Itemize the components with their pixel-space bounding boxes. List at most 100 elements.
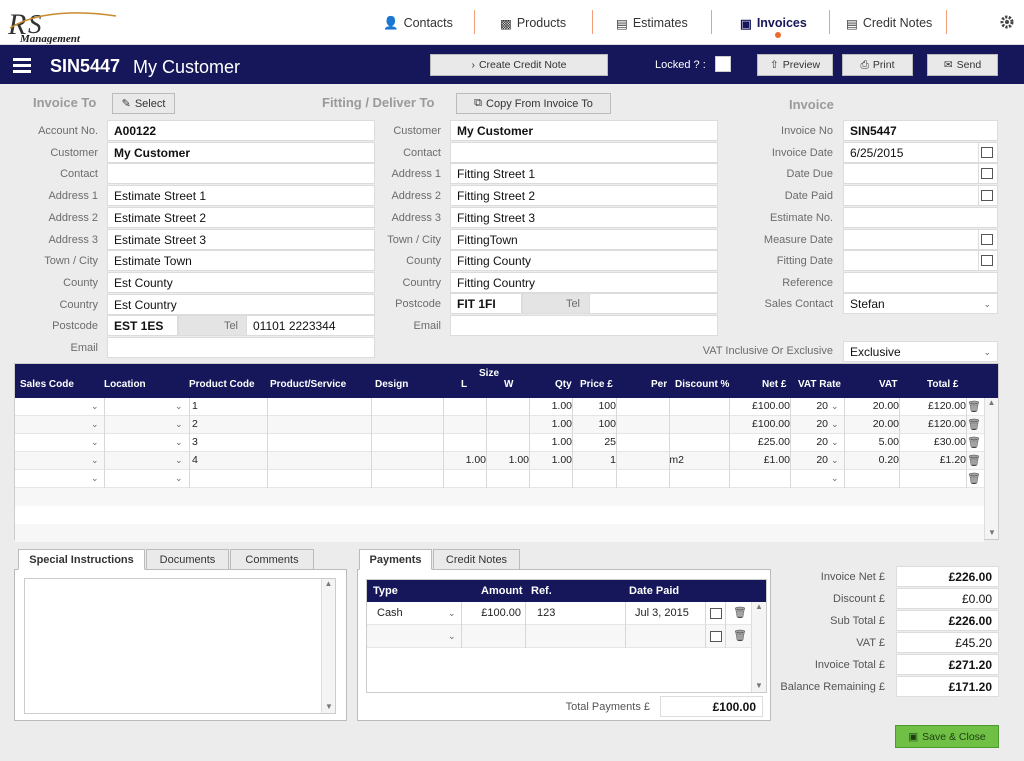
sales-code-dropdown-icon[interactable]: ⌄ xyxy=(91,419,99,429)
send-button[interactable]: ✉ Send xyxy=(927,54,998,76)
nav-contacts[interactable]: 👤 Contacts xyxy=(383,13,453,33)
vat-rate-cell[interactable]: 20 xyxy=(816,418,828,430)
width-cell[interactable]: 1.00 xyxy=(508,454,529,466)
calendar-icon[interactable] xyxy=(981,168,993,180)
sales-contact-select[interactable]: Stefan ⌄ xyxy=(843,293,998,314)
price-cell[interactable]: 25 xyxy=(604,436,616,448)
delivery-field-address-1[interactable]: Fitting Street 1 xyxy=(450,163,718,185)
tab-special-instructions[interactable]: Special Instructions xyxy=(18,549,145,570)
trash-icon[interactable]: 🗑 xyxy=(733,607,747,619)
product-code-cell[interactable]: 4 xyxy=(192,454,198,466)
tab-documents[interactable]: Documents xyxy=(146,549,229,570)
total-cell[interactable]: £1.20 xyxy=(939,454,966,466)
calendar-icon[interactable] xyxy=(710,631,722,642)
per-cell[interactable]: m2 xyxy=(669,454,684,466)
calendar-icon[interactable] xyxy=(981,255,993,267)
vat-rate-dropdown-icon[interactable]: ⌄ xyxy=(831,455,839,465)
nav-credit-notes[interactable]: ▤ Credit Notes xyxy=(846,13,932,33)
scroll-down-icon[interactable]: ▼ xyxy=(325,702,333,711)
vat-cell[interactable]: 5.00 xyxy=(878,436,899,448)
delivery-field-address-2[interactable]: Fitting Street 2 xyxy=(450,185,718,207)
tab-credit-notes[interactable]: Credit Notes xyxy=(433,549,520,570)
delivery-field-town-city[interactable]: FittingTown xyxy=(450,228,718,250)
field-address-2[interactable]: Estimate Street 2 xyxy=(107,206,375,228)
payment-date-cell[interactable]: Jul 3, 2015 xyxy=(635,607,689,619)
total-cell[interactable]: £30.00 xyxy=(933,436,966,448)
vat-cell[interactable]: 0.20 xyxy=(878,454,899,466)
net-cell[interactable]: £1.00 xyxy=(763,454,790,466)
grid-scrollbar[interactable]: ▲ ▼ xyxy=(984,398,998,539)
field-country[interactable]: Est Country xyxy=(107,293,375,315)
locked-checkbox[interactable] xyxy=(715,56,731,72)
trash-icon[interactable]: 🗑 xyxy=(967,437,981,449)
vat-rate-cell[interactable]: 20 xyxy=(816,436,828,448)
trash-icon[interactable]: 🗑 xyxy=(967,401,981,413)
total-cell[interactable]: £120.00 xyxy=(928,400,966,412)
trash-icon[interactable]: 🗑 xyxy=(967,419,981,431)
create-credit-note-button[interactable]: › Create Credit Note xyxy=(430,54,608,76)
scroll-down-icon[interactable]: ▼ xyxy=(755,681,763,690)
nav-estimates[interactable]: ▤ Estimates xyxy=(616,13,688,33)
trash-icon[interactable]: 🗑 xyxy=(967,473,981,485)
chevron-down-icon[interactable]: ⌄ xyxy=(448,608,456,618)
length-cell[interactable]: 1.00 xyxy=(465,454,486,466)
vat-rate-cell[interactable]: 20 xyxy=(816,454,828,466)
trash-icon[interactable]: 🗑 xyxy=(733,630,747,642)
delivery-field-customer[interactable]: My Customer xyxy=(450,120,718,141)
payment-amount-cell[interactable]: £100.00 xyxy=(481,607,521,619)
invoice-field-invoice-date[interactable]: 6/25/2015 xyxy=(843,141,998,163)
field-address-3[interactable]: Estimate Street 3 xyxy=(107,228,375,250)
print-button[interactable]: ⎙ Print xyxy=(842,54,913,76)
location-dropdown-icon[interactable]: ⌄ xyxy=(175,419,183,429)
product-code-cell[interactable]: 2 xyxy=(192,418,198,430)
calendar-icon[interactable] xyxy=(981,146,993,158)
invoice-field-date-due[interactable] xyxy=(843,163,998,185)
invoice-field-date-paid[interactable] xyxy=(843,185,998,207)
sales-code-dropdown-icon[interactable]: ⌄ xyxy=(91,455,99,465)
qty-cell[interactable]: 1.00 xyxy=(551,436,572,448)
qty-cell[interactable]: 1.00 xyxy=(551,400,572,412)
net-cell[interactable]: £25.00 xyxy=(757,436,790,448)
payment-ref-cell[interactable]: 123 xyxy=(537,607,556,619)
net-cell[interactable]: £100.00 xyxy=(752,400,790,412)
sales-code-dropdown-icon[interactable]: ⌄ xyxy=(91,437,99,447)
field-town-city[interactable]: Estimate Town xyxy=(107,250,375,272)
qty-cell[interactable]: 1.00 xyxy=(551,418,572,430)
field-county[interactable]: Est County xyxy=(107,271,375,293)
delivery-postcode-field[interactable]: FIT 1FI xyxy=(450,293,522,314)
calendar-icon[interactable] xyxy=(981,233,993,245)
delivery-email-field[interactable] xyxy=(450,315,718,336)
location-dropdown-icon[interactable]: ⌄ xyxy=(175,401,183,411)
gear-icon[interactable] xyxy=(999,14,1015,30)
invoice-field-reference[interactable] xyxy=(843,271,998,293)
scroll-up-icon[interactable]: ▲ xyxy=(987,398,996,407)
preview-button[interactable]: ⇧ Preview xyxy=(757,54,833,76)
payments-scrollbar[interactable]: ▲ ▼ xyxy=(751,602,766,692)
price-cell[interactable]: 1 xyxy=(610,454,616,466)
email-field[interactable] xyxy=(107,337,375,358)
price-cell[interactable]: 100 xyxy=(598,400,616,412)
field-contact[interactable] xyxy=(107,163,375,185)
sales-code-dropdown-icon[interactable]: ⌄ xyxy=(91,401,99,411)
payment-type-cell[interactable]: Cash xyxy=(377,607,403,619)
vat-rate-dropdown-icon[interactable]: ⌄ xyxy=(831,401,839,411)
scroll-down-icon[interactable]: ▼ xyxy=(988,528,996,537)
delivery-field-contact[interactable] xyxy=(450,141,718,163)
delivery-field-county[interactable]: Fitting County xyxy=(450,250,718,272)
vat-rate-dropdown-icon[interactable]: ⌄ xyxy=(831,419,839,429)
delivery-field-address-3[interactable]: Fitting Street 3 xyxy=(450,206,718,228)
company-logo[interactable]: R S Management xyxy=(6,6,131,45)
delivery-field-country[interactable]: Fitting Country xyxy=(450,271,718,293)
price-cell[interactable]: 100 xyxy=(598,418,616,430)
vat-mode-select[interactable]: Exclusive ⌄ xyxy=(843,341,998,362)
total-cell[interactable]: £120.00 xyxy=(928,418,966,430)
invoice-field-measure-date[interactable] xyxy=(843,228,998,250)
calendar-icon[interactable] xyxy=(710,608,722,619)
field-account-no[interactable]: A00122 xyxy=(107,120,375,141)
chevron-down-icon[interactable]: ⌄ xyxy=(448,631,456,641)
nav-invoices[interactable]: ▣ Invoices xyxy=(740,13,807,33)
location-dropdown-icon[interactable]: ⌄ xyxy=(175,455,183,465)
product-code-cell[interactable]: 1 xyxy=(192,400,198,412)
vat-rate-dropdown-icon[interactable]: ⌄ xyxy=(831,473,839,483)
notes-scrollbar[interactable]: ▲ ▼ xyxy=(321,579,335,713)
